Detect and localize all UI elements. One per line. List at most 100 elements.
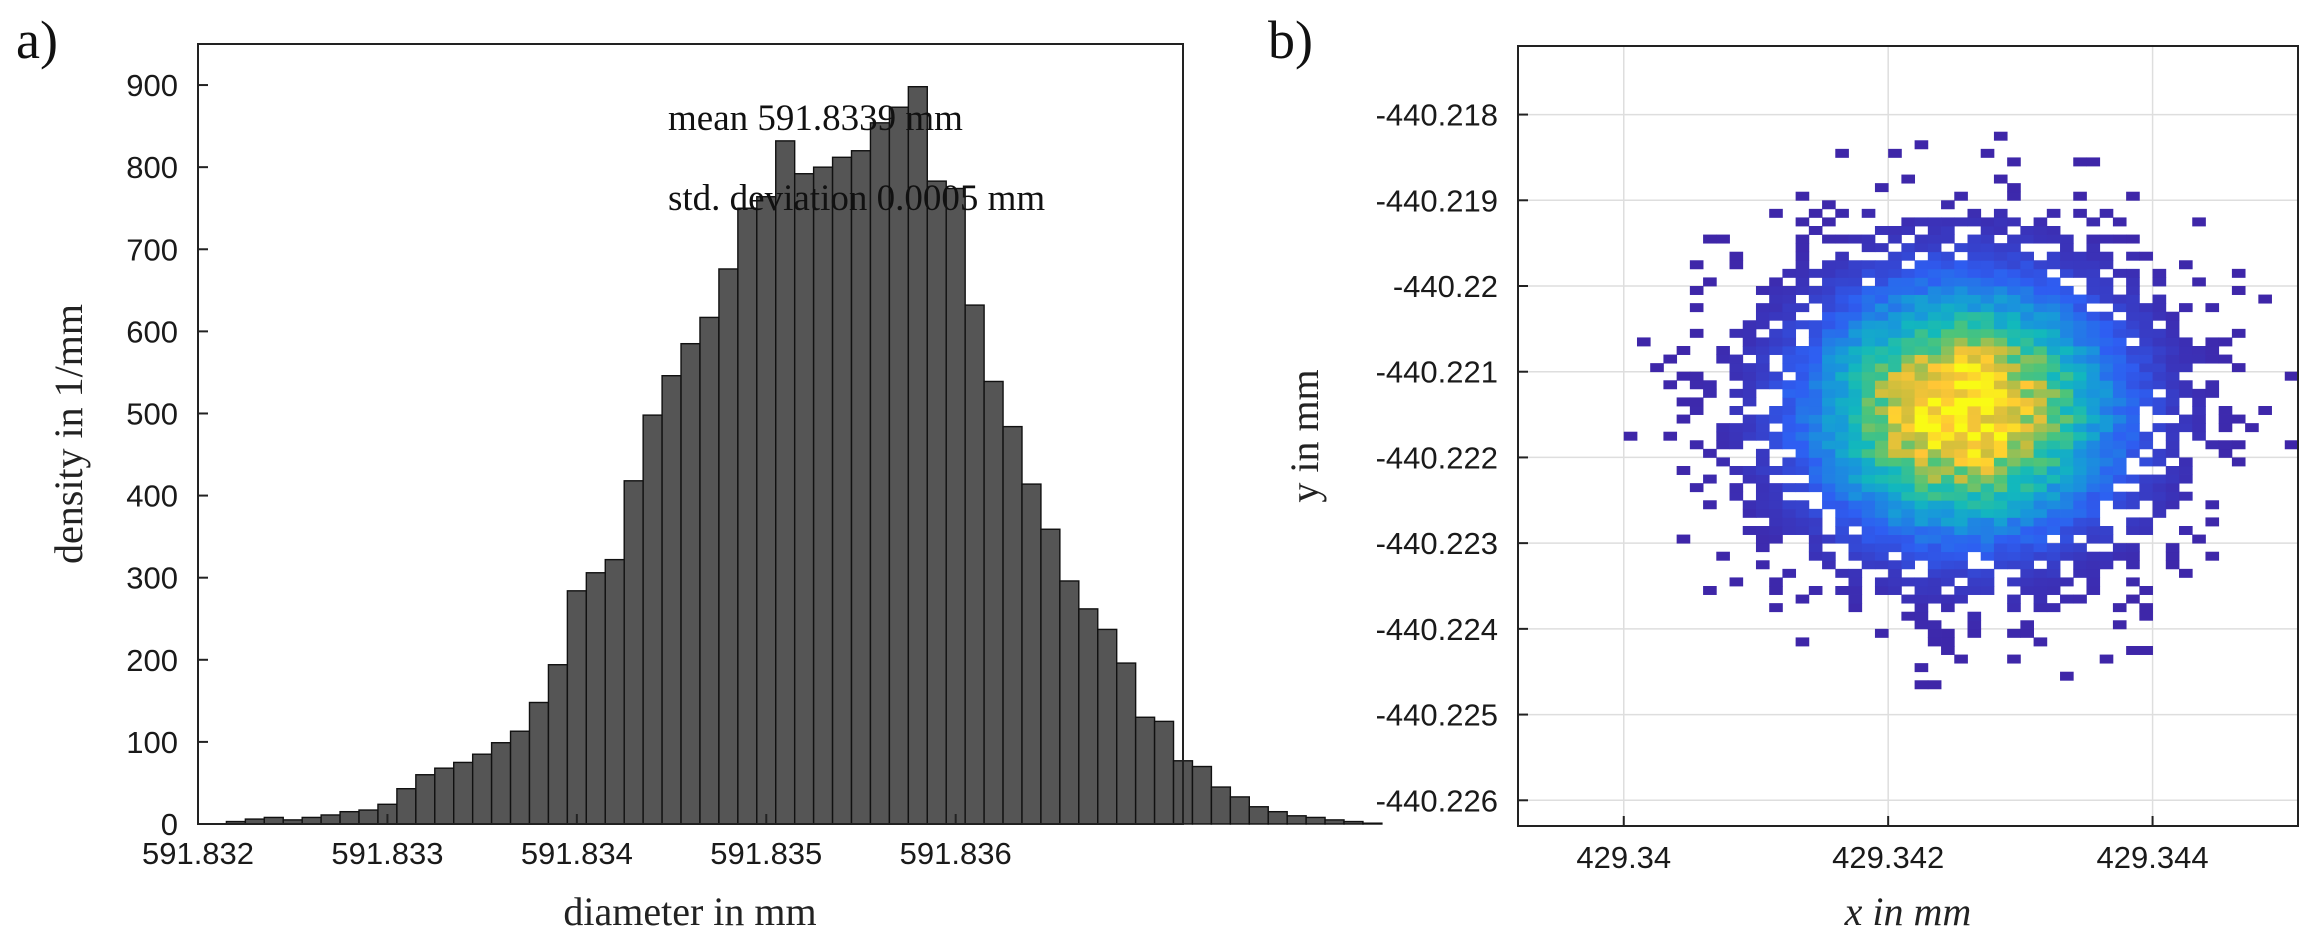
heatmap-cell — [1835, 457, 1849, 467]
heatmap-cell — [2007, 268, 2021, 278]
heatmap-cell — [2046, 603, 2061, 613]
heatmap-cell — [2046, 388, 2061, 398]
heatmap-cell — [1808, 474, 1823, 484]
y-tick-label-a: 500 — [126, 396, 178, 431]
heatmap-cell — [2020, 397, 2034, 407]
heatmap-cells — [1623, 131, 2299, 690]
heatmap-cell — [1967, 346, 1982, 355]
heatmap-cell — [2099, 654, 2114, 664]
heatmap-cell — [2033, 320, 2048, 330]
heatmap-cell — [1914, 543, 1929, 553]
heatmap-cell — [1941, 543, 1955, 553]
heatmap-cell — [2046, 560, 2061, 570]
heatmap-cell — [1914, 397, 1929, 407]
x-tick-label-a: 591.834 — [521, 836, 633, 871]
heatmap-cell — [1954, 268, 1968, 278]
heatmap-cell — [1861, 534, 1876, 544]
heatmap-cell — [1954, 551, 1968, 561]
heatmap-cell — [1848, 260, 1863, 270]
heatmap-cell — [2073, 191, 2087, 201]
heatmap-cell — [2060, 328, 2074, 338]
histogram-bar — [1153, 720, 1175, 825]
heatmap-cell — [1901, 311, 1916, 321]
heatmap-cell — [1835, 500, 1849, 510]
heatmap-cell — [1808, 457, 1823, 467]
heatmap-cell — [1927, 397, 1942, 407]
heatmap-cell — [1782, 354, 1797, 364]
heatmap-cell — [2007, 277, 2021, 287]
heatmap-cell — [1874, 346, 1889, 355]
y-tick-label-b: -440.218 — [1376, 98, 1498, 133]
heatmap-cell — [2205, 440, 2220, 450]
heatmap-cell — [1835, 534, 1849, 544]
heatmap-cell — [2086, 397, 2101, 407]
heatmap-cell — [1742, 371, 1757, 381]
heatmap-cell — [1941, 397, 1955, 407]
heatmap-cell — [2073, 354, 2087, 364]
heatmap-cell — [1901, 526, 1916, 535]
heatmap-cell — [1822, 268, 1836, 278]
heatmap-cell — [1822, 260, 1836, 270]
heatmap-cell — [1835, 311, 1849, 321]
heatmap-cell — [2126, 551, 2140, 561]
heatmap-cell — [1874, 508, 1889, 518]
y-tick-label-b: -440.226 — [1376, 783, 1498, 818]
heatmap-cell — [1861, 440, 1876, 450]
heatmap-cell — [1914, 303, 1929, 313]
heatmap-cell — [1703, 380, 1717, 390]
heatmap-cell — [2126, 646, 2140, 655]
heatmap-cell — [1822, 311, 1836, 321]
heatmap-cell — [1848, 483, 1863, 493]
heatmap-cell — [2126, 191, 2140, 201]
heatmap-cell — [2112, 217, 2127, 227]
heatmap-cell — [1967, 586, 1982, 595]
heatmap-cell — [1861, 431, 1876, 441]
heatmap-cell — [1941, 448, 1955, 458]
y-tick-label-a: 300 — [126, 561, 178, 596]
heatmap-cell — [2099, 414, 2114, 424]
heatmap-cell — [1808, 363, 1823, 373]
heatmap-cell — [2112, 354, 2127, 364]
heatmap-cell — [2020, 320, 2034, 330]
heatmap-cell — [1808, 508, 1823, 518]
heatmap-cell — [1703, 277, 1717, 287]
heatmap-cell — [2007, 380, 2021, 390]
heatmap-cell — [2020, 328, 2034, 338]
y-tick-label-a: 900 — [126, 68, 178, 103]
heatmap-cell — [2033, 448, 2048, 458]
heatmap-cell — [1967, 303, 1982, 313]
heatmap-cell — [1835, 294, 1849, 304]
heatmap-cell — [1861, 457, 1876, 467]
heatmap-cell — [1874, 431, 1889, 441]
heatmap-cell — [2073, 388, 2087, 398]
heatmap-cell — [1888, 568, 1902, 578]
heatmap-cell — [1716, 346, 1730, 355]
heatmap-cell — [2099, 457, 2114, 467]
heatmap-cell — [2073, 543, 2087, 553]
heatmap-cell — [1914, 268, 1929, 278]
heatmap-cell — [1822, 534, 1836, 544]
heatmap-cell — [1703, 500, 1717, 510]
heatmap-cell — [2112, 431, 2127, 441]
heatmap-cell — [1822, 397, 1836, 407]
heatmap-cell — [1848, 328, 1863, 338]
heatmap-cell — [1980, 243, 1995, 253]
heatmap-cell — [2139, 311, 2153, 321]
heatmap-cell — [2020, 423, 2034, 433]
heatmap-cell — [2020, 586, 2034, 595]
heatmap-cell — [1967, 337, 1982, 347]
heatmap-cell — [1927, 328, 1942, 338]
heatmap-cell — [2126, 380, 2140, 390]
heatmap-cell — [1901, 243, 1916, 253]
histogram-bar — [642, 414, 663, 825]
heatmap-cell — [1729, 466, 1744, 475]
heatmap-cell — [2007, 534, 2021, 544]
heatmap-cell — [2060, 414, 2074, 424]
heatmap-cell — [1689, 303, 1704, 313]
heatmap-cell — [2139, 346, 2153, 355]
heatmap-cell — [2165, 560, 2180, 570]
heatmap-cell — [2099, 294, 2114, 304]
heatmap-cell — [2086, 500, 2101, 510]
heatmap-cell — [1861, 500, 1876, 510]
heatmap-cell — [1795, 388, 1810, 398]
